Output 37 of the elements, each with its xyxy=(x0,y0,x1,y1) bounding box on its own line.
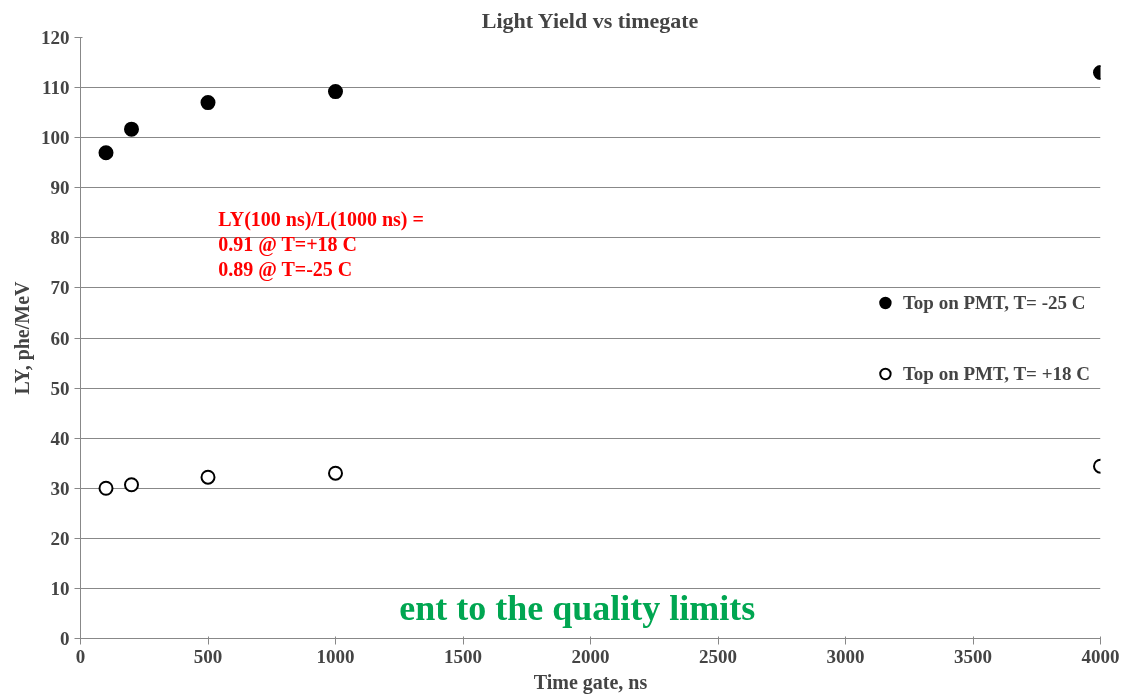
annotation: ent to the quality limits xyxy=(399,588,756,629)
y-tick-label: 10 xyxy=(50,577,70,599)
point xyxy=(200,95,216,111)
x-tick-label: 500 xyxy=(193,645,223,667)
point xyxy=(200,469,216,485)
x-tick-label: 0 xyxy=(75,645,86,667)
y-tick-label: 20 xyxy=(50,527,70,549)
chart-title: Light Yield vs timegate xyxy=(481,7,699,33)
y-tick-label: 60 xyxy=(50,327,70,349)
point xyxy=(328,84,343,100)
y-tick-label: 40 xyxy=(50,427,70,449)
y-tick-label: 120 xyxy=(41,27,70,48)
legend-label: Top on PMT, T= -25 C xyxy=(902,291,1086,313)
point xyxy=(328,465,343,481)
x-axis-title: Time gate, ns xyxy=(533,670,648,694)
x-tick-label: 3000 xyxy=(826,645,865,667)
x-tick-label: 2500 xyxy=(699,645,737,667)
point xyxy=(124,477,139,493)
y-tick-label: 50 xyxy=(50,377,70,399)
x-tick-label: 4000 xyxy=(1081,645,1120,667)
y-tick-label: 70 xyxy=(50,277,70,299)
point xyxy=(124,121,139,137)
y-tick-label: 0 xyxy=(60,628,70,649)
x-tick-label: 3500 xyxy=(954,645,992,667)
y-tick-label: 80 xyxy=(50,227,70,249)
y-tick-label: 110 xyxy=(42,77,70,99)
legend-label: Top on PMT, T= +18 C xyxy=(902,362,1090,384)
x-tick-label: 2000 xyxy=(571,645,610,667)
point xyxy=(98,480,114,496)
x-tick-label: 1500 xyxy=(444,645,482,667)
y-tick-label: 100 xyxy=(41,127,70,149)
annotation: LY(100 ns)/L(1000 ns) = 0.91 @ T=+18 C 0.89 @ T=-25 C xyxy=(218,207,424,281)
x-tick-label: 1000 xyxy=(316,645,355,667)
y-tick-label: 30 xyxy=(50,477,70,499)
y-tick-label: 90 xyxy=(50,177,70,199)
y-axis-title: LY, phe/MeV xyxy=(11,280,34,395)
point xyxy=(98,145,114,161)
